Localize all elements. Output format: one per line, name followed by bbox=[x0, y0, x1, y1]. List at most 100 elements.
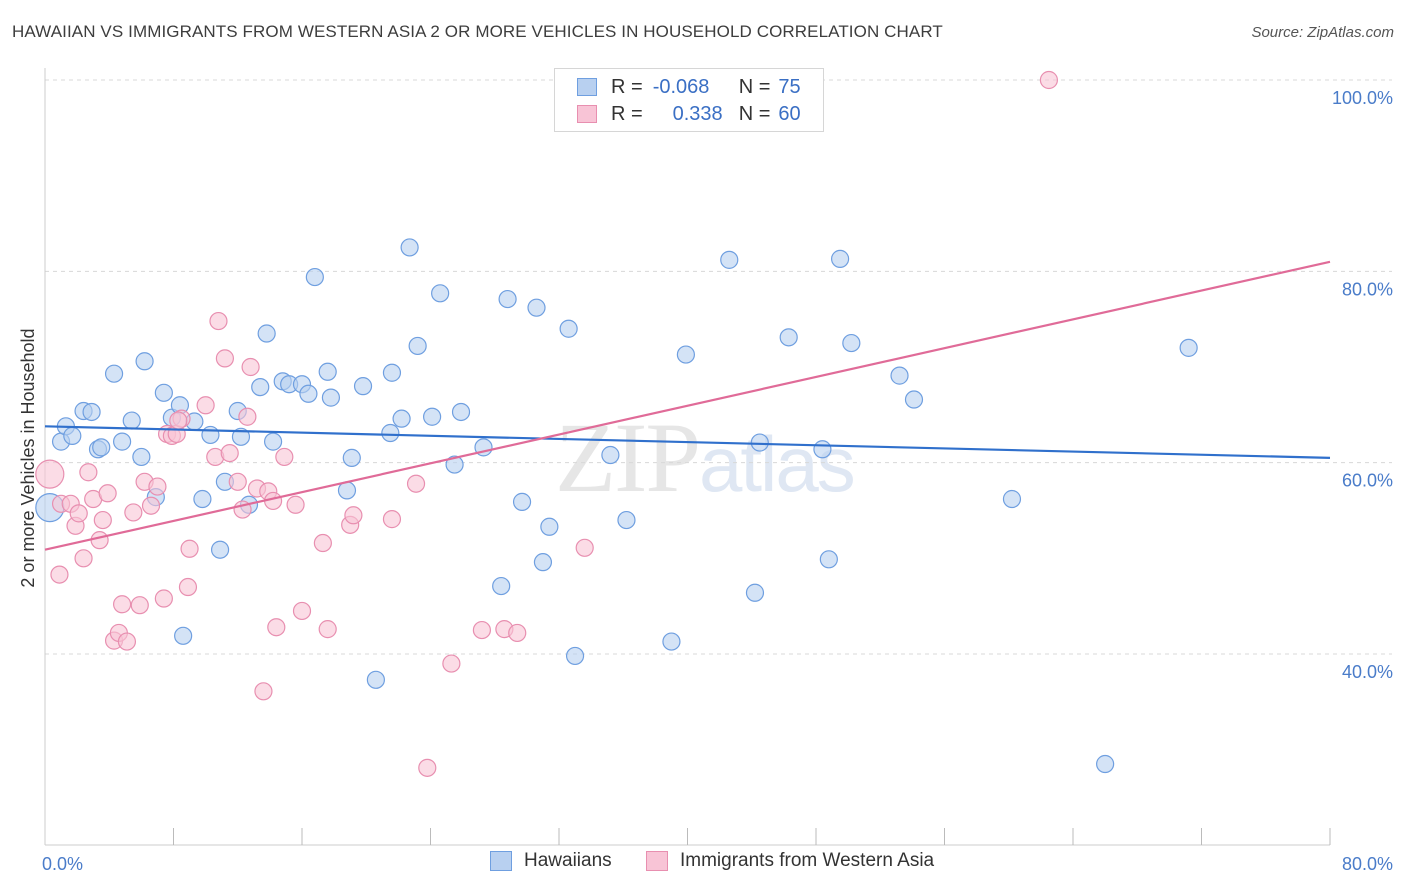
hawaiian-point bbox=[154, 383, 173, 402]
hawaiian-point bbox=[1179, 338, 1198, 357]
hawaiian-point bbox=[392, 409, 411, 428]
immigrant-point bbox=[254, 682, 273, 701]
series-legend-label: Immigrants from Western Asia bbox=[680, 850, 935, 871]
immigrant-point bbox=[472, 620, 491, 640]
hawaiian-point bbox=[193, 489, 212, 509]
x-tick-label: 0.0% bbox=[42, 854, 83, 874]
series-legend-hawaiians: Hawaiians bbox=[490, 850, 612, 872]
immigrant-point bbox=[50, 565, 69, 584]
immigrant-point bbox=[344, 506, 363, 525]
immigrant-point bbox=[215, 349, 234, 368]
hawaiian-point bbox=[231, 427, 251, 446]
immigrant-point bbox=[382, 510, 402, 529]
hawaiian-trend-line bbox=[44, 425, 1331, 459]
hawaiian-point bbox=[830, 249, 850, 268]
hawaiian-point bbox=[750, 433, 769, 452]
immigrant-point bbox=[267, 618, 286, 637]
immigrant-point bbox=[238, 407, 257, 426]
immigrant-point bbox=[93, 510, 112, 530]
hawaiian-point bbox=[174, 626, 193, 645]
hawaiian-point bbox=[423, 407, 442, 426]
hawaiian-point bbox=[366, 670, 385, 689]
y-tick-label: 60.0% bbox=[1342, 471, 1393, 491]
hawaiian-point bbox=[498, 289, 517, 309]
watermark-atlas: atlas bbox=[699, 420, 856, 508]
immigrant-point bbox=[169, 411, 188, 430]
hawaiian-point bbox=[321, 388, 341, 407]
immigrant-point bbox=[1039, 70, 1059, 90]
immigrant-point bbox=[418, 758, 437, 777]
hawaiian-point bbox=[565, 646, 585, 666]
y-tick-label: 100.0% bbox=[1332, 88, 1393, 108]
immigrant-point bbox=[98, 484, 117, 503]
legend-row-immigrants: R = 0.338 N = 60 bbox=[577, 101, 801, 127]
hawaiian-point bbox=[63, 426, 82, 445]
hawaiian-point bbox=[1096, 754, 1115, 774]
immigrant-point bbox=[196, 396, 215, 415]
hawaiian-point bbox=[342, 448, 361, 467]
hawaiian-point bbox=[353, 377, 373, 396]
hawaiian-point bbox=[890, 366, 909, 385]
hawaiian-point bbox=[1002, 489, 1022, 509]
hawaiian-point bbox=[819, 550, 838, 569]
hawaiian-point bbox=[92, 438, 111, 457]
series-legend-swatch-hawaiians bbox=[490, 851, 512, 871]
hawaiian-point bbox=[527, 298, 546, 317]
hawaiian-point bbox=[512, 492, 532, 511]
immigrant-point bbox=[35, 459, 65, 489]
hawaiian-point bbox=[676, 345, 695, 364]
hawaiian-point bbox=[601, 445, 620, 465]
series-legend-label: Hawaiians bbox=[524, 850, 612, 871]
immigrant-point bbox=[275, 447, 294, 467]
immigrant-point bbox=[117, 632, 137, 651]
immigrant-point bbox=[180, 539, 199, 558]
hawaiian-point bbox=[842, 333, 861, 353]
series-legend-immigrants: Immigrants from Western Asia bbox=[646, 850, 934, 872]
hawaiian-point bbox=[904, 390, 924, 409]
watermark-zip: ZIP bbox=[555, 402, 701, 513]
legend-r-value: -0.068 bbox=[652, 75, 710, 98]
legend-r-label: R = bbox=[611, 75, 643, 98]
hawaiian-point bbox=[779, 328, 798, 347]
y-tick-label: 80.0% bbox=[1342, 279, 1393, 299]
hawaiian-point bbox=[381, 423, 400, 443]
trend-layer bbox=[44, 260, 1331, 551]
legend-n-label: N = bbox=[738, 75, 771, 98]
legend-swatch-immigrants bbox=[577, 105, 597, 123]
series-legend: Hawaiians Immigrants from Western Asia bbox=[0, 850, 1406, 878]
hawaiian-point bbox=[431, 284, 450, 303]
legend-n-value: 75 bbox=[778, 75, 801, 98]
legend-r-label: R = bbox=[611, 102, 643, 125]
hawaiian-point bbox=[533, 553, 553, 572]
immigrant-point bbox=[286, 495, 305, 514]
immigrant-trend-line bbox=[44, 260, 1331, 551]
immigrant-point bbox=[406, 474, 426, 493]
chart-title: HAWAIIAN VS IMMIGRANTS FROM WESTERN ASIA… bbox=[12, 22, 943, 41]
legend-swatch-hawaiians bbox=[577, 78, 597, 96]
immigrant-point bbox=[130, 596, 149, 615]
series-legend-swatch-immigrants bbox=[646, 851, 668, 871]
label-layer: 40.0% 60.0% 80.0% 100.0% 0.0% 80.0% 2 or more … bbox=[18, 88, 1393, 874]
hawaiian-point bbox=[382, 363, 402, 382]
immigrant-point bbox=[220, 444, 239, 463]
hawaiian-point bbox=[201, 425, 220, 445]
immigrant-point bbox=[112, 595, 132, 614]
hawaiian-point bbox=[299, 384, 318, 403]
correlation-legend: R = -0.068 N = 75 R = 0.338 N = 60 bbox=[554, 68, 824, 132]
immigrant-point bbox=[74, 549, 93, 568]
legend-row-hawaiians: R = -0.068 N = 75 bbox=[577, 74, 801, 100]
immigrant-point bbox=[124, 503, 143, 522]
hawaiian-point bbox=[662, 632, 681, 651]
hawaiian-point bbox=[112, 432, 132, 451]
hawaiian-point bbox=[617, 510, 636, 530]
hawaiian-point bbox=[559, 319, 578, 338]
y-axis-label: 2 or more Vehicles in Household bbox=[18, 328, 38, 587]
immigrant-point bbox=[79, 463, 98, 482]
hawaiian-point bbox=[540, 517, 559, 536]
hawaiian-point bbox=[122, 411, 141, 430]
hawaiian-point bbox=[408, 336, 427, 356]
hawaiian-point bbox=[257, 324, 276, 343]
hawaiian-point bbox=[720, 250, 739, 269]
